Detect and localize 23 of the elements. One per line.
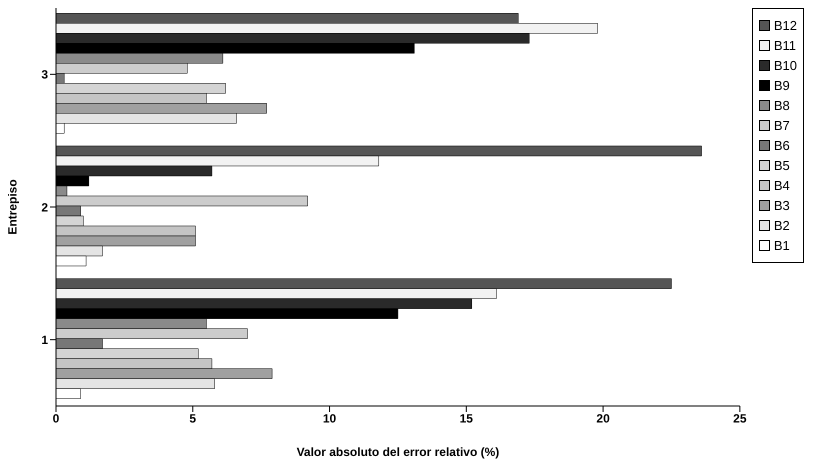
legend-label: B11 (774, 38, 796, 53)
x-tick-label: 5 (189, 412, 196, 426)
x-tick-label: 0 (52, 412, 60, 426)
legend-label: B5 (774, 158, 790, 173)
legend-label: B10 (774, 58, 797, 73)
legend-label: B8 (774, 98, 790, 113)
legend-label: B1 (774, 238, 790, 253)
y-tick-label: 3 (41, 68, 48, 82)
legend-label: B4 (774, 178, 790, 193)
x-tick-label: 25 (733, 412, 747, 426)
legend-label: B9 (774, 78, 790, 93)
legend-label: B12 (774, 18, 797, 33)
legend-label: B2 (774, 218, 790, 233)
y-tick-label: 2 (41, 200, 48, 214)
x-tick-label: 15 (460, 412, 474, 426)
x-tick-label: 20 (596, 412, 610, 426)
legend-label: B3 (774, 198, 790, 213)
x-axis-title: Valor absoluto del error relativo (%) (296, 445, 500, 459)
x-tick-label: 10 (322, 412, 337, 426)
y-tick-label: 1 (41, 332, 48, 347)
y-axis-title: Entrepiso (5, 179, 20, 235)
legend-label: B7 (774, 118, 790, 133)
legend-label: B6 (774, 138, 790, 153)
